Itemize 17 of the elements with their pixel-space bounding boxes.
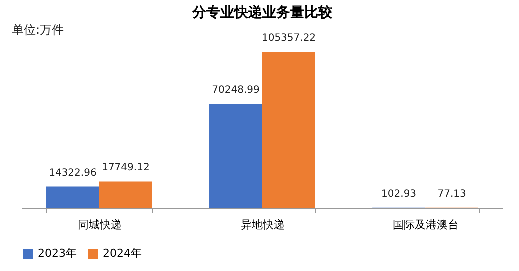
data-label: 77.13 — [438, 188, 466, 200]
legend-label: 2024年 — [103, 247, 142, 260]
legend-label: 2023年 — [38, 247, 77, 260]
bar — [99, 182, 152, 208]
bar — [210, 104, 262, 208]
data-label: 14322.96 — [49, 168, 97, 179]
data-label: 17749.12 — [102, 162, 150, 174]
x-tick-label: 国际及港澳台 — [393, 218, 460, 232]
x-tick-label: 异地快递 — [241, 218, 285, 232]
chart-title: 分专业快递业务量比较 — [192, 4, 334, 21]
x-tick-label: 同城快递 — [78, 218, 122, 232]
data-label: 105357.22 — [262, 33, 316, 44]
bar — [46, 186, 100, 208]
data-label: 70248.99 — [212, 84, 260, 96]
text: 单位:万件 — [12, 23, 64, 37]
data-label: 102.93 — [382, 188, 417, 200]
bar — [262, 52, 316, 208]
